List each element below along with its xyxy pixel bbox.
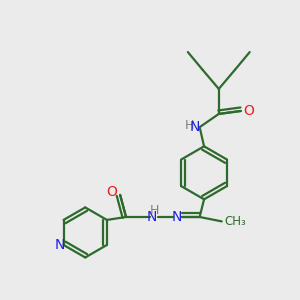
Text: H: H (149, 204, 159, 217)
Text: N: N (190, 120, 200, 134)
Text: N: N (147, 210, 157, 224)
Text: O: O (244, 104, 255, 118)
Text: CH₃: CH₃ (224, 215, 246, 228)
Text: O: O (106, 185, 117, 199)
Text: N: N (55, 238, 65, 252)
Text: H: H (185, 119, 194, 132)
Text: N: N (172, 210, 182, 224)
